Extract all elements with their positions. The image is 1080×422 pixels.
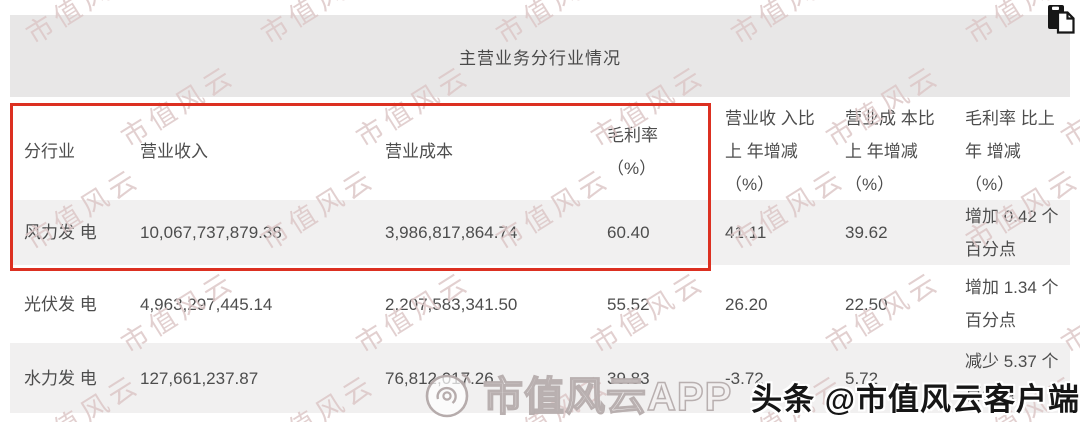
table-row: 风力发 电 10,067,737,879.38 3,986,817,864.74…	[10, 200, 1070, 265]
cell-margin-yoy: 增加 1.34 个百分点	[965, 278, 1059, 330]
table-body: 风力发 电 10,067,737,879.38 3,986,817,864.74…	[10, 200, 1070, 413]
cell-industry: 水力发 电	[24, 368, 97, 388]
col-header-industry: 分行业	[24, 142, 75, 161]
cell-revenue: 10,067,737,879.38	[140, 223, 282, 242]
col-header-margin: 毛利率 （%）	[607, 125, 658, 178]
cell-margin-yoy: 减少 5.37 个百分点	[965, 352, 1059, 404]
cell-industry: 光伏发 电	[24, 294, 97, 314]
cell-margin: 60.40	[607, 223, 650, 242]
cell-industry: 风力发 电	[24, 223, 97, 242]
toutiao-credit-text: 头条 @市值风云客户端	[751, 382, 1080, 417]
cell-margin: 55.52	[607, 294, 650, 314]
table-title-banner: 主营业务分行业情况	[10, 15, 1070, 97]
col-header-cost-yoy: 营业成 本比上 年增减 （%）	[845, 109, 935, 194]
page-title: 主营业务分行业情况	[459, 48, 621, 68]
cell-revenue-yoy: -3.72	[725, 368, 764, 388]
cell-cost: 76,812,017.26	[385, 368, 494, 388]
cell-margin-yoy: 增加 0.42 个百分点	[965, 206, 1059, 259]
copy-document-icon[interactable]	[1046, 4, 1076, 36]
col-header-revenue: 营业收入	[140, 142, 208, 161]
cell-cost: 3,986,817,864.74	[385, 223, 518, 242]
cell-margin: 39.83	[607, 368, 650, 388]
col-header-cost: 营业成本	[385, 142, 453, 161]
cell-cost-yoy: 5.72	[845, 368, 879, 388]
cell-revenue-yoy: 41.11	[725, 223, 767, 242]
industry-breakdown-table: 分行业 营业收入 营业成本 毛利率 （%） 营业收 入比上 年增减 （%） 营业…	[10, 103, 1070, 413]
copy-icon-glyph	[1048, 5, 1075, 34]
cell-revenue: 127,661,237.87	[140, 368, 259, 388]
cell-revenue: 4,963,297,445.14	[140, 294, 273, 314]
cell-cost: 2,207,583,341.50	[385, 294, 518, 314]
cell-revenue-yoy: 26.20	[725, 294, 768, 314]
table-header-row: 分行业 营业收入 营业成本 毛利率 （%） 营业收 入比上 年增减 （%） 营业…	[10, 103, 1070, 200]
cell-cost-yoy: 39.62	[845, 223, 888, 242]
cell-cost-yoy: 22.50	[845, 294, 888, 314]
col-header-margin-yoy: 毛利率 比上年 增减 （%）	[965, 109, 1055, 194]
table-row: 光伏发 电 4,963,297,445.14 2,207,583,341.50 …	[10, 265, 1070, 343]
col-header-revenue-yoy: 营业收 入比上 年增减 （%）	[725, 109, 815, 194]
